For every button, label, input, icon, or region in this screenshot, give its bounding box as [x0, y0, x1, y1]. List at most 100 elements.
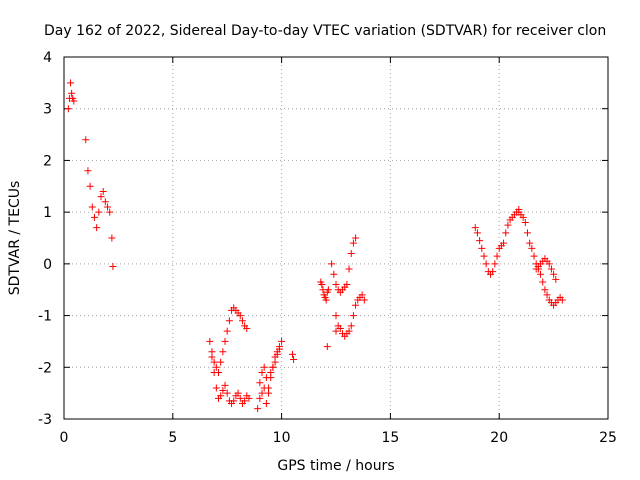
data-point [519, 213, 527, 221]
data-point [225, 317, 233, 325]
data-point [223, 327, 231, 335]
series-seg-m [515, 208, 566, 309]
data-point [500, 239, 508, 247]
data-point [491, 260, 499, 268]
data-point [93, 224, 101, 232]
data-point [324, 286, 332, 294]
data-point [332, 281, 340, 289]
data-point [332, 312, 340, 320]
data-point [552, 275, 560, 283]
data-point [254, 405, 262, 413]
data-point [97, 193, 105, 201]
data-point [241, 397, 249, 405]
data-point [273, 350, 281, 358]
data-point [262, 399, 270, 407]
data-point [267, 368, 275, 376]
series-seg-i [328, 234, 360, 296]
data-point [502, 229, 510, 237]
y-axis-label: SDTVAR / TECUs [7, 181, 23, 296]
data-point [521, 218, 529, 226]
data-point [99, 187, 107, 195]
data-point [290, 356, 298, 364]
x-tick-label: 10 [273, 430, 291, 446]
data-point [332, 327, 340, 335]
series-seg-f [256, 345, 283, 392]
data-points [64, 79, 566, 413]
data-point [84, 167, 92, 175]
data-point [82, 136, 90, 144]
chart-title: Day 162 of 2022, Sidereal Day-to-day VTE… [44, 23, 606, 39]
data-point [245, 394, 253, 402]
data-point [480, 252, 488, 260]
series-seg-k [323, 312, 340, 351]
y-tick-label: -2 [38, 360, 52, 376]
data-point [219, 348, 227, 356]
data-point [558, 296, 566, 304]
data-point [243, 325, 251, 332]
data-point [230, 397, 238, 405]
data-point [537, 270, 545, 278]
data-point [528, 244, 536, 252]
data-point [214, 368, 222, 376]
data-point [260, 363, 268, 371]
data-point [258, 368, 266, 376]
data-point [70, 97, 78, 105]
series-seg-j [332, 291, 368, 340]
y-tick-label: 1 [43, 205, 52, 221]
data-point [269, 363, 277, 371]
data-point [328, 260, 336, 268]
data-point [550, 270, 558, 278]
axis-ticks [63, 56, 609, 420]
data-point [221, 381, 229, 389]
series-seg-d [208, 304, 251, 376]
data-point [90, 213, 98, 221]
x-tick-label: 25 [599, 430, 617, 446]
data-point [322, 296, 330, 304]
series-seg-c [206, 337, 253, 407]
data-point [64, 105, 72, 113]
data-point [101, 198, 109, 206]
data-point [330, 270, 338, 278]
tick-labels: 0 5 10 15 20 25 -3 -2 -1 0 1 2 3 4 [38, 50, 617, 446]
data-point [473, 229, 481, 237]
data-point [88, 203, 96, 211]
data-point [345, 327, 353, 335]
x-tick-label: 15 [381, 430, 399, 446]
data-point [217, 358, 225, 366]
data-point [265, 384, 273, 392]
data-point [271, 358, 279, 366]
data-point [278, 337, 286, 345]
y-tick-label: -3 [38, 412, 52, 428]
series-seg-n [532, 255, 560, 283]
data-point [67, 79, 75, 87]
y-tick-label: 0 [43, 257, 52, 273]
data-point [352, 234, 360, 242]
data-point [349, 312, 357, 320]
data-point [212, 384, 220, 392]
data-point [547, 265, 555, 273]
data-point [256, 379, 264, 387]
data-point [478, 244, 486, 252]
data-point [347, 250, 355, 258]
y-tick-label: 3 [43, 102, 52, 118]
series-seg-l [471, 206, 523, 278]
data-point [336, 325, 344, 332]
data-point [288, 350, 296, 358]
data-point [318, 281, 326, 289]
x-tick-label: 5 [168, 430, 177, 446]
data-point [221, 337, 229, 345]
data-point [545, 260, 553, 268]
data-point [489, 268, 497, 276]
data-point [108, 234, 116, 242]
data-point [262, 374, 270, 382]
x-tick-label: 20 [490, 430, 508, 446]
data-point [530, 252, 538, 260]
data-point [86, 182, 94, 190]
data-point [323, 343, 331, 351]
data-point [104, 203, 112, 211]
data-point [236, 312, 244, 320]
data-point [347, 322, 355, 330]
x-axis-label: GPS time / hours [277, 458, 394, 474]
data-point [349, 239, 357, 247]
